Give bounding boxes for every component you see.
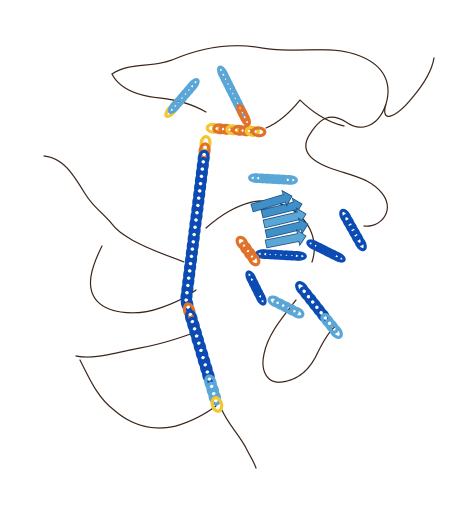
top-helix-b-turn [244, 125, 260, 137]
disordered-coil-regions [43, 45, 435, 469]
top-left-helix [164, 77, 200, 119]
long-helix-lower-turn [208, 388, 222, 406]
coil-top-arc [111, 45, 435, 117]
core-helix-5-turn [329, 251, 346, 263]
core-helix-6-turn [354, 235, 367, 252]
coil-right-loop [305, 103, 388, 227]
beta-strand [260, 197, 303, 219]
helices [164, 65, 367, 413]
coil-top-connector [265, 99, 345, 129]
core-helix-8-turn [284, 303, 299, 316]
core-helix-8 [267, 295, 305, 319]
beta-strand [264, 217, 309, 239]
top-helix-b [205, 122, 267, 138]
core-helix-4 [295, 281, 343, 339]
core-helix-3 [245, 270, 267, 306]
top-helix-a [217, 65, 251, 127]
core-helix-1 [248, 173, 298, 185]
coil-upper-left-loop [111, 73, 207, 113]
core-helix-7-turn [247, 252, 261, 267]
long-helix-lower-turn [210, 395, 224, 413]
coil-bottom-left-loop [75, 331, 217, 429]
core-helix-7 [235, 235, 261, 267]
coil-left-long-loop [43, 155, 185, 263]
coil-tail [221, 409, 257, 469]
top-helix-a-turn [238, 108, 251, 127]
long-helix-lower [180, 295, 224, 413]
core-helix-5 [306, 239, 346, 263]
core-helix-7-turn [235, 235, 249, 250]
beta-sheet-core [250, 189, 309, 249]
core-helix-8-turn [289, 306, 305, 319]
top-helix-b-turn [251, 126, 267, 138]
beta-strand [250, 189, 293, 213]
core-helix-7-turn [243, 246, 257, 261]
long-helix-upper [180, 135, 212, 305]
core-helix-2 [255, 249, 307, 261]
core-helix-7-turn [239, 241, 253, 256]
core-helix-3-turn [254, 289, 267, 306]
coil-right-lower-loop [262, 299, 337, 383]
core-helix-2-turn [287, 250, 307, 261]
core-helix-1-turn [280, 174, 298, 185]
core-helix-4-turn [328, 323, 343, 339]
top-left-helix-turn [184, 77, 200, 95]
core-helix-6 [339, 208, 367, 252]
beta-strand [264, 228, 307, 249]
core-helix-4-turn [324, 318, 339, 334]
coil-left-lower-loop [89, 245, 197, 314]
